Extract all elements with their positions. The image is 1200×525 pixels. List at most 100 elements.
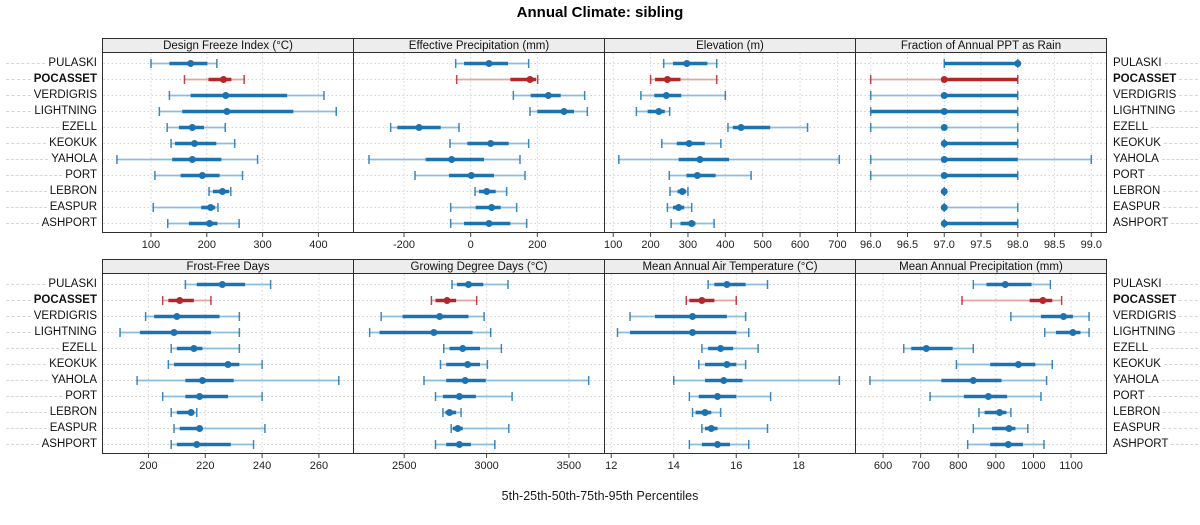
- gutter-dash: [6, 158, 49, 160]
- median-dot: [485, 60, 493, 67]
- median-dot: [1005, 425, 1013, 432]
- axis-tick-label: 98.5: [1044, 239, 1065, 251]
- gutter-dash: [1164, 283, 1198, 285]
- median-dot: [487, 140, 495, 147]
- gutter-dash: [1178, 331, 1198, 333]
- panel-strip-title: Elevation (m): [696, 40, 764, 52]
- median-dot: [723, 281, 731, 288]
- series-ashport: [449, 219, 528, 228]
- panel-effective-precipitation: Effective Precipitation (mm) -200 0 200: [353, 38, 605, 251]
- gutter-dash: [6, 411, 47, 413]
- gutter-dash: [1171, 443, 1198, 445]
- series-lebron: [940, 187, 948, 196]
- median-dot: [689, 313, 696, 320]
- median-dot: [455, 441, 463, 448]
- median-dot: [688, 220, 696, 227]
- median-dot: [723, 361, 731, 368]
- gutter-dash: [6, 395, 63, 397]
- series-ashport: [688, 440, 750, 449]
- station-label-right-verdigris: VERDIGRIS: [1110, 309, 1198, 323]
- series-port: [434, 392, 513, 401]
- gutter-dash: [6, 126, 59, 128]
- median-dot: [467, 172, 475, 179]
- station-label-right-yahola: YAHOLA: [1110, 373, 1198, 387]
- median-dot: [224, 361, 232, 368]
- panel-frame: [855, 273, 1107, 454]
- median-dot: [1014, 60, 1022, 67]
- series-ezell: [389, 123, 460, 132]
- panel-frame: [604, 52, 856, 233]
- axis-tick-label: 600: [874, 460, 892, 472]
- median-dot: [191, 140, 199, 147]
- station-label-right-keokuk: KEOKUK: [1110, 357, 1198, 371]
- median-dot: [187, 409, 195, 416]
- series-keokuk: [661, 139, 722, 148]
- axis-tick-label: 700: [828, 239, 846, 251]
- gutter-dash: [6, 283, 46, 285]
- panel-strip-title: Design Freeze Index (°C): [163, 40, 293, 52]
- station-label-left-ezell: EZELL: [6, 341, 100, 355]
- series-pocasset: [183, 75, 245, 84]
- axis-tick-label: 1000: [1021, 460, 1045, 472]
- station-label-left-easpur: EASPUR: [6, 200, 100, 214]
- median-dot: [560, 108, 568, 115]
- gutter-dash: [6, 62, 46, 64]
- median-dot: [443, 297, 451, 304]
- gutter-dash: [1179, 315, 1198, 317]
- series-lebron: [691, 408, 722, 417]
- gutter-dash: [6, 363, 47, 365]
- series-easpur: [450, 424, 510, 433]
- station-label-left-pulaski: PULASKI: [6, 56, 100, 70]
- axis-tick-label: 100: [142, 239, 160, 251]
- chart-title: Annual Climate: sibling: [516, 4, 684, 21]
- series-verdigris: [640, 91, 727, 100]
- station-label-right-ashport: ASHPORT: [1110, 216, 1198, 230]
- series-lightning: [368, 328, 492, 337]
- median-dot: [701, 409, 709, 416]
- median-dot: [170, 329, 178, 336]
- median-dot: [454, 425, 462, 432]
- series-ashport: [966, 440, 1045, 449]
- station-label-right-lebron: LEBRON: [1110, 405, 1198, 419]
- station-label-right-pocasset: POCASSET: [1110, 72, 1198, 86]
- median-dot: [940, 76, 948, 83]
- median-dot: [446, 409, 454, 416]
- median-dot: [415, 124, 423, 131]
- gutter-dash: [6, 379, 49, 381]
- median-dot: [188, 124, 196, 131]
- series-yahola: [869, 376, 1048, 385]
- median-dot: [220, 76, 228, 83]
- series-verdigris: [168, 91, 325, 100]
- median-dot: [206, 220, 214, 227]
- series-lightning: [529, 107, 589, 116]
- panel-frame: [102, 52, 354, 233]
- station-label-left-yahola: YAHOLA: [6, 373, 100, 387]
- axis-tick-label: 18: [793, 460, 805, 472]
- median-dot: [485, 220, 493, 227]
- series-lightning: [119, 328, 241, 337]
- panel-strip-title: Frost-Free Days: [186, 261, 269, 273]
- station-label-left-port: PORT: [6, 168, 100, 182]
- panel-mean-annual-precipitation: Mean Annual Precipitation (mm) 600 700 800 9…: [855, 259, 1107, 472]
- series-keokuk: [439, 360, 489, 369]
- median-dot: [207, 204, 215, 211]
- series-port: [154, 171, 244, 180]
- axis-tick-label: 700: [911, 460, 929, 472]
- series-pocasset: [161, 296, 212, 305]
- panel-strip-title: Mean Annual Air Temperature (°C): [642, 261, 817, 273]
- axis-tick-label: 2500: [392, 460, 416, 472]
- gutter-dash: [1161, 158, 1198, 160]
- axis-tick-label: 98.0: [1007, 239, 1028, 251]
- series-yahola: [368, 155, 521, 164]
- median-dot: [483, 188, 491, 195]
- series-ezell: [170, 344, 241, 353]
- axis-tick-label: 400: [716, 239, 734, 251]
- series-lightning: [158, 107, 338, 116]
- station-label-left-ezell: EZELL: [6, 120, 100, 134]
- axis-tick-label: 200: [139, 460, 157, 472]
- series-yahola: [136, 376, 340, 385]
- station-label-left-pocasset: POCASSET: [6, 293, 100, 307]
- axis-tick-label: 0: [468, 239, 474, 251]
- series-pocasset: [685, 296, 737, 305]
- median-dot: [187, 60, 195, 67]
